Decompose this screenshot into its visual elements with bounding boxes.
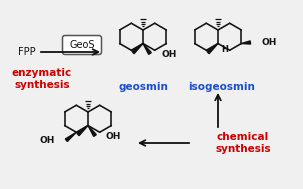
Text: OH: OH bbox=[161, 50, 176, 59]
Text: enzymatic
synthesis: enzymatic synthesis bbox=[12, 68, 72, 90]
Text: geosmin: geosmin bbox=[118, 82, 168, 92]
Polygon shape bbox=[241, 41, 251, 44]
Text: OH: OH bbox=[40, 136, 55, 145]
Text: chemical
synthesis: chemical synthesis bbox=[215, 132, 271, 154]
Text: OH: OH bbox=[106, 132, 122, 141]
Text: isogeosmin: isogeosmin bbox=[188, 82, 255, 92]
Text: H: H bbox=[221, 46, 228, 54]
Polygon shape bbox=[65, 132, 76, 142]
Polygon shape bbox=[143, 43, 151, 54]
FancyBboxPatch shape bbox=[62, 36, 102, 54]
Polygon shape bbox=[77, 125, 88, 136]
Text: GeoS: GeoS bbox=[69, 40, 95, 50]
Text: FPP: FPP bbox=[18, 47, 36, 57]
Polygon shape bbox=[88, 125, 96, 136]
Polygon shape bbox=[207, 43, 218, 54]
Text: OH: OH bbox=[261, 38, 277, 47]
Polygon shape bbox=[132, 43, 143, 54]
